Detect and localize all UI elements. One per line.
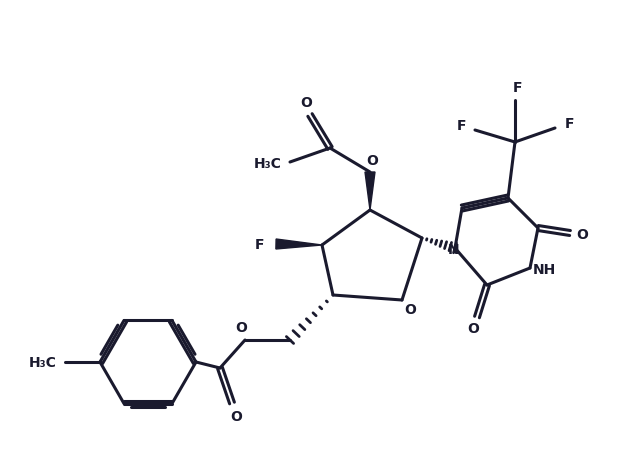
Text: O: O bbox=[576, 228, 588, 242]
Text: F: F bbox=[255, 238, 265, 252]
Text: O: O bbox=[467, 322, 479, 336]
Text: F: F bbox=[564, 117, 573, 131]
Text: H₃C: H₃C bbox=[29, 356, 57, 370]
Text: NH: NH bbox=[532, 263, 556, 277]
Text: O: O bbox=[366, 154, 378, 168]
Text: O: O bbox=[235, 321, 247, 335]
Polygon shape bbox=[365, 172, 375, 210]
Polygon shape bbox=[276, 239, 322, 249]
Text: N: N bbox=[448, 243, 460, 257]
Text: H₃C: H₃C bbox=[254, 157, 282, 171]
Text: F: F bbox=[512, 81, 522, 95]
Text: O: O bbox=[230, 410, 242, 424]
Text: O: O bbox=[300, 96, 312, 110]
Text: O: O bbox=[404, 303, 416, 317]
Text: F: F bbox=[456, 119, 466, 133]
